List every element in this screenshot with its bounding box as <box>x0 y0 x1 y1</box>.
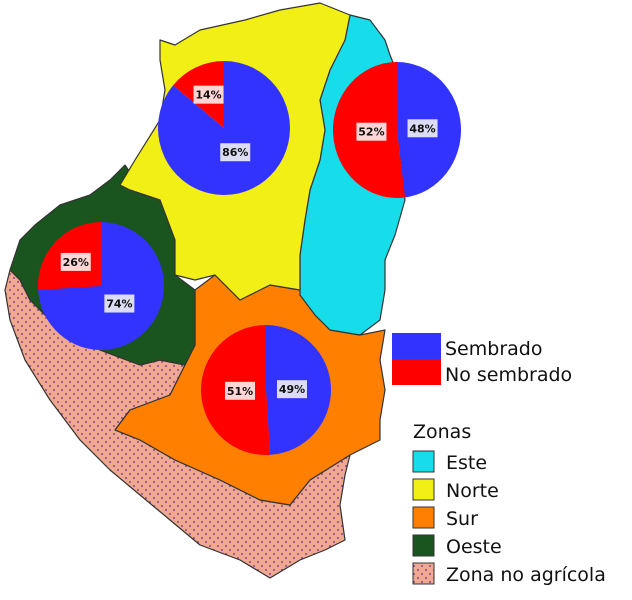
legend-no-sembrado-swatch <box>392 359 441 385</box>
legend-norte-swatch <box>412 478 435 501</box>
pie-este-label-bg <box>407 119 438 138</box>
legend-oeste-swatch <box>412 534 435 557</box>
legend-sembrado-swatch <box>392 333 441 359</box>
pie-norte-label-bg <box>193 85 224 104</box>
legend-sur-label: Sur <box>446 508 478 530</box>
legend-sembrado-label: Sembrado <box>445 338 542 360</box>
pie-oeste-slice-sembrado <box>38 222 165 350</box>
pie-sur-label-bg <box>225 381 256 400</box>
pie-oeste-label-no-sembrado: 26% <box>63 256 89 269</box>
legend-oeste-label: Oeste <box>446 536 502 558</box>
pie-oeste-label-bg <box>60 252 91 271</box>
legend-sur-swatch <box>412 506 435 529</box>
pie-este-label-no-sembrado: 52% <box>358 126 384 139</box>
pie-norte-label-bg <box>220 143 251 162</box>
pie-norte-label-sembrado: 86% <box>222 146 248 159</box>
legend-norte-label: Norte <box>446 480 499 502</box>
pie-norte-label-no-sembrado: 14% <box>195 89 221 102</box>
legend-zonas-title: Zonas <box>413 421 471 443</box>
legend-este-label: Este <box>446 452 487 474</box>
pie-sur-label-no-sembrado: 51% <box>227 385 253 398</box>
legend-no-sembrado-label: No sembrado <box>445 364 572 386</box>
pie-oeste-label-bg <box>104 294 135 313</box>
legend-zona-no-agricola-label: Zona no agrícola <box>446 564 606 586</box>
legend-zona-no-agricola-swatch <box>412 562 435 585</box>
pie-sur-label-sembrado: 49% <box>279 383 305 396</box>
pie-este-label-bg <box>356 122 387 141</box>
pie-este-label-sembrado: 48% <box>409 122 435 135</box>
pie-oeste-label-sembrado: 74% <box>106 298 132 311</box>
pie-sur-label-bg <box>276 380 307 399</box>
legend-este-swatch <box>412 450 435 473</box>
